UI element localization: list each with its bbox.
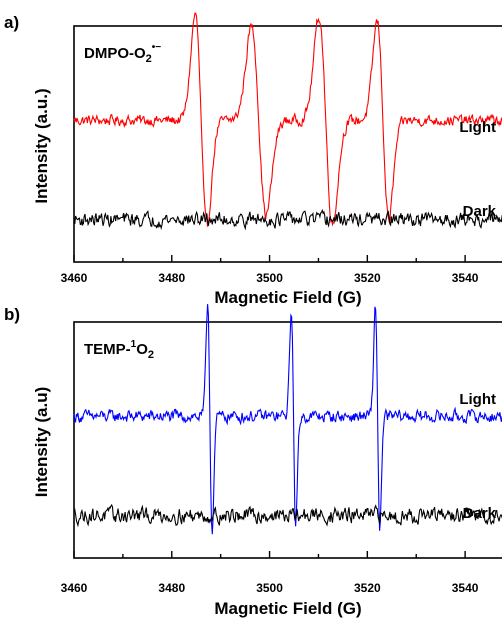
- series-label-light: Light: [459, 391, 496, 408]
- series-label-dark: Dark: [463, 505, 497, 522]
- panel-label-a: a): [4, 13, 19, 32]
- x-tick-label: 3500: [256, 271, 283, 285]
- x-axis-b: 3460 3480 3500 3520 3540: [61, 551, 479, 595]
- series-label-dark: Dark: [463, 203, 497, 220]
- series-dark-line: [73, 503, 502, 528]
- x-tick-label: 3500: [256, 581, 283, 595]
- y-axis-label-b: Intensity (a.u): [32, 387, 51, 498]
- species-label-b: TEMP-1O2: [84, 339, 154, 361]
- plot-frame-a: [73, 25, 502, 263]
- x-axis-label-a: Magnetic Field (G): [214, 288, 361, 307]
- y-axis-label-a: Intensity (a.u.): [32, 88, 51, 203]
- panel-a: a) DMPO-O2•− Intensity (a.u.) Magnetic F…: [4, 12, 502, 307]
- x-axis-a: 3460 3480 3500 3520 3540: [61, 255, 479, 285]
- x-tick-label: 3460: [61, 271, 88, 285]
- x-tick-label: 3480: [158, 581, 185, 595]
- series-dark-line: [73, 208, 502, 231]
- panel-label-b: b): [4, 305, 20, 324]
- series-label-light: Light: [459, 119, 496, 136]
- x-tick-label: 3460: [61, 581, 88, 595]
- x-tick-label: 3540: [452, 271, 479, 285]
- x-tick-label: 3480: [158, 271, 185, 285]
- x-tick-label: 3520: [354, 581, 381, 595]
- x-tick-label: 3540: [452, 581, 479, 595]
- traces-b: Light Dark: [73, 304, 502, 535]
- plot-frame-b: [73, 321, 502, 559]
- x-tick-label: 3520: [354, 271, 381, 285]
- panel-b: b) TEMP-1O2 Intensity (a.u) Magnetic Fie…: [4, 304, 502, 618]
- series-light-line: [73, 12, 502, 227]
- series-light-line: [73, 304, 502, 535]
- traces-a: Light Dark: [73, 12, 502, 231]
- species-label-a: DMPO-O2•−: [84, 42, 161, 65]
- x-axis-label-b: Magnetic Field (G): [214, 599, 361, 618]
